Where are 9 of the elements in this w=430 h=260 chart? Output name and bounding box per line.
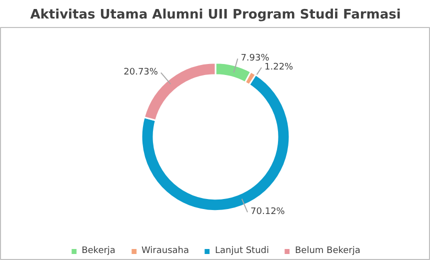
legend-label: Bekerja (82, 246, 116, 256)
data-label: 20.73% (124, 68, 158, 78)
data-label: 70.12% (250, 207, 286, 218)
legend-label: Belum Bekerja (295, 246, 360, 256)
legend-label: Wirausaha (141, 246, 189, 256)
data-label: 1.22% (264, 62, 294, 73)
legend-label: Lanjut Studi (215, 246, 269, 256)
data-label: 7.93% (240, 54, 270, 64)
chart-title: Aktivitas Utama Alumni UII Program Studi Farmasi (30, 8, 401, 22)
